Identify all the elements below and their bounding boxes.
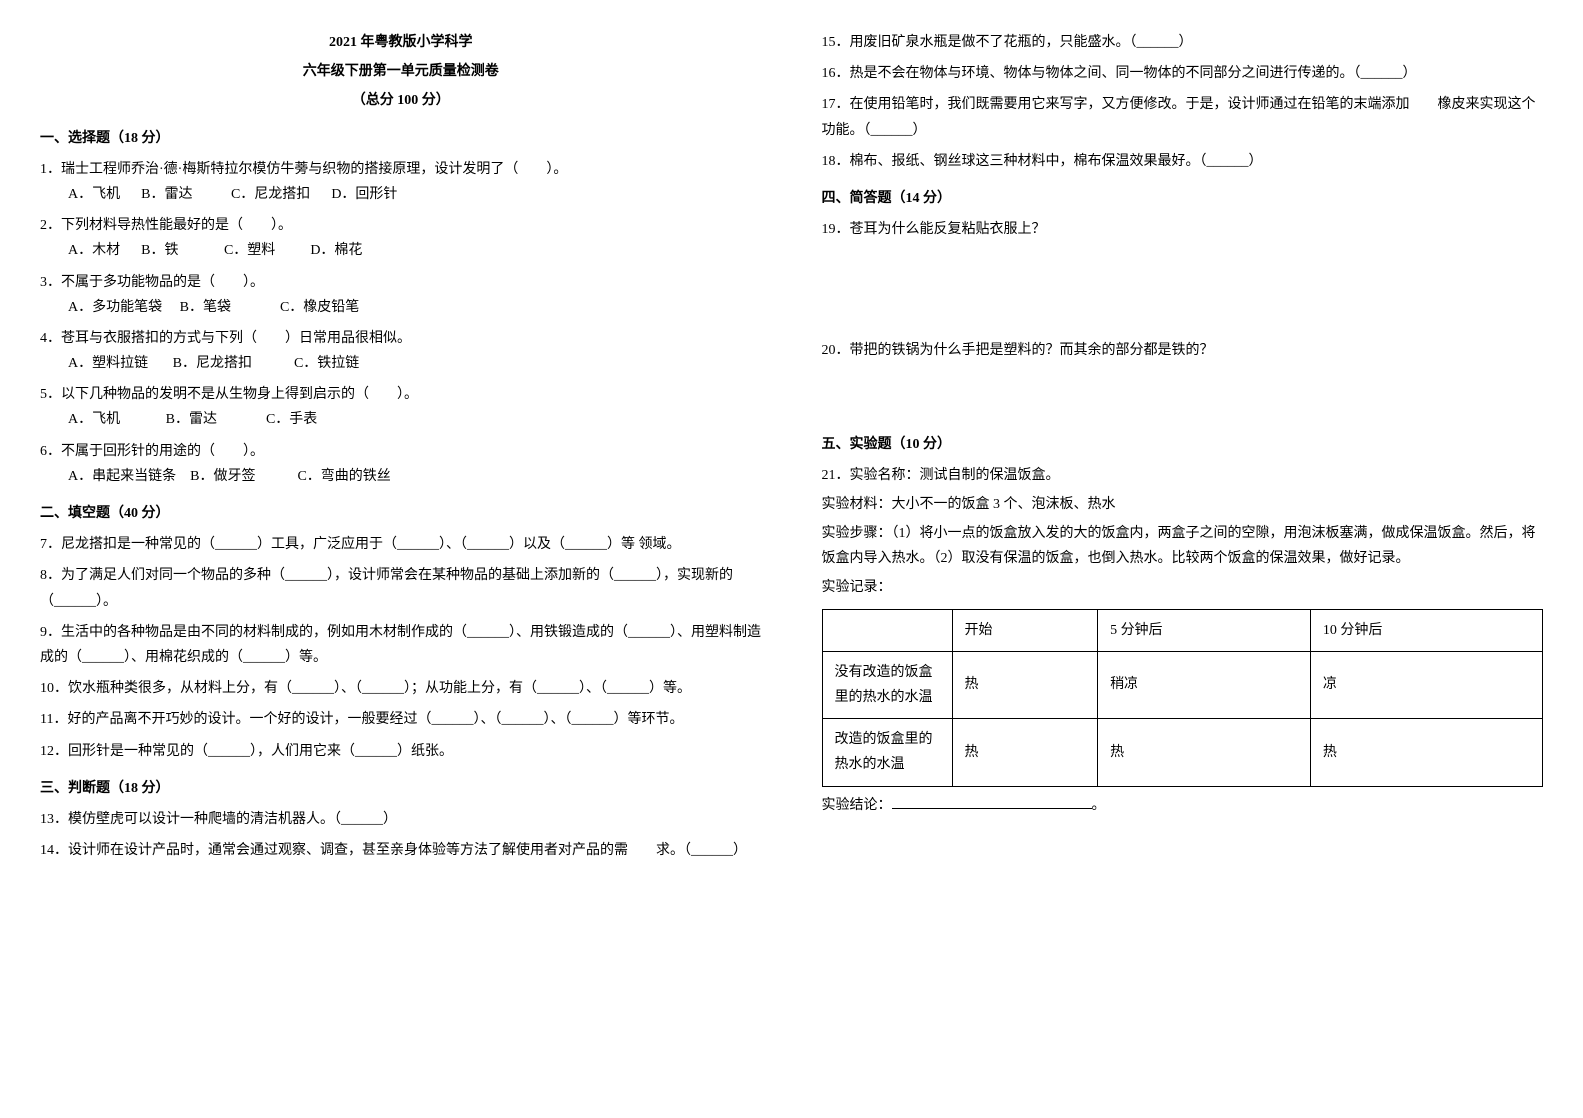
table-row: 改造的饭盒里的热水的水温 热 热 热 <box>822 719 1543 786</box>
question-19: 19．苍耳为什么能反复粘贴衣服上？ <box>822 217 1544 242</box>
td-0-2: 稍凉 <box>1098 651 1311 718</box>
q2-options: A．木材 B．铁 C．塑料 D．棉花 <box>68 238 762 263</box>
doc-title-1: 2021 年粤教版小学科学 <box>40 30 762 55</box>
exp-record-label: 实验记录： <box>822 575 1544 600</box>
doc-title-2: 六年级下册第一单元质量检测卷 <box>40 59 762 84</box>
q6-options: A．串起来当链条 B．做牙签 C．弯曲的铁丝 <box>68 464 762 489</box>
q6-optB: B．做牙签 <box>190 469 255 484</box>
question-9: 9．生活中的各种物品是由不同的材料制成的，例如用木材制作成的（______）、用… <box>40 620 762 670</box>
q1-optA: A．飞机 <box>68 187 120 202</box>
q2-optA: A．木材 <box>68 243 120 258</box>
q4-optB: B．尼龙搭扣 <box>173 356 252 371</box>
td-0-1: 热 <box>952 651 1098 718</box>
q21-title: 21．实验名称：测试自制的保温饭盒。 <box>822 463 1544 488</box>
q1-optD: D．回形针 <box>331 187 397 202</box>
q2-text: 2．下列材料导热性能最好的是（ ）。 <box>40 213 762 238</box>
q3-options: A．多功能笔袋 B．笔袋 C．橡皮铅笔 <box>68 295 762 320</box>
td-1-3: 热 <box>1310 719 1542 786</box>
q2-optB: B．铁 <box>141 243 178 258</box>
question-18: 18．棉布、报纸、钢丝球这三种材料中，棉布保温效果最好。（______） <box>822 149 1544 174</box>
left-column: 2021 年粤教版小学科学 六年级下册第一单元质量检测卷 （总分 100 分） … <box>40 30 762 869</box>
experiment-table: 开始 5 分钟后 10 分钟后 没有改造的饭盒里的热水的水温 热 稍凉 凉 改造… <box>822 609 1544 787</box>
question-13: 13．模仿壁虎可以设计一种爬墙的清洁机器人。（______） <box>40 807 762 832</box>
question-2: 2．下列材料导热性能最好的是（ ）。 A．木材 B．铁 C．塑料 D．棉花 <box>40 213 762 263</box>
th-3: 10 分钟后 <box>1310 609 1542 651</box>
exp-steps: 实验步骤：（1）将小一点的饭盒放入发的大的饭盒内，两盒子之间的空隙，用泡沫板塞满… <box>822 521 1544 571</box>
section4-title: 四、简答题（14 分） <box>822 186 1544 211</box>
td-0-3: 凉 <box>1310 651 1542 718</box>
q6-optA: A．串起来当链条 <box>68 469 176 484</box>
question-10: 10．饮水瓶种类很多，从材料上分，有（______）、（______）；从功能上… <box>40 676 762 701</box>
question-6: 6．不属于回形针的用途的（ ）。 A．串起来当链条 B．做牙签 C．弯曲的铁丝 <box>40 439 762 489</box>
q1-optB: B．雷达 <box>141 187 192 202</box>
question-17: 17．在使用铅笔时，我们既需要用它来写字，又方便修改。于是，设计师通过在铅笔的末… <box>822 92 1544 142</box>
q2-optC: C．塑料 <box>224 243 275 258</box>
q5-text: 5．以下几种物品的发明不是从生物身上得到启示的（ ）。 <box>40 382 762 407</box>
q4-text: 4．苍耳与衣服搭扣的方式与下列（ ）日常用品很相似。 <box>40 326 762 351</box>
td-1-1: 热 <box>952 719 1098 786</box>
conclusion-end: 。 <box>1092 798 1106 813</box>
q4-options: A．塑料拉链 B．尼龙搭扣 C．铁拉链 <box>68 351 762 376</box>
q6-text: 6．不属于回形针的用途的（ ）。 <box>40 439 762 464</box>
answer-space-20 <box>822 370 1544 420</box>
conclusion-blank <box>892 808 1092 809</box>
exp-materials: 实验材料：大小不一的饭盒 3 个、泡沫板、热水 <box>822 492 1544 517</box>
q6-optC: C．弯曲的铁丝 <box>297 469 390 484</box>
section1-title: 一、选择题（18 分） <box>40 126 762 151</box>
question-14: 14．设计师在设计产品时，通常会通过观察、调查，甚至亲身体验等方法了解使用者对产… <box>40 838 762 863</box>
question-5: 5．以下几种物品的发明不是从生物身上得到启示的（ ）。 A．飞机 B．雷达 C．… <box>40 382 762 432</box>
td-1-2: 热 <box>1098 719 1311 786</box>
question-11: 11．好的产品离不开巧妙的设计。一个好的设计，一般要经过（______）、（__… <box>40 707 762 732</box>
right-column: 15．用废旧矿泉水瓶是做不了花瓶的，只能盛水。（______） 16．热是不会在… <box>822 30 1544 869</box>
q5-optC: C．手表 <box>266 412 317 427</box>
q3-optC: C．橡皮铅笔 <box>280 300 359 315</box>
question-7: 7．尼龙搭扣是一种常见的（______）工具，广泛应用于（______）、（__… <box>40 532 762 557</box>
exp-conclusion: 实验结论： 。 <box>822 793 1544 818</box>
question-3: 3．不属于多功能物品的是（ ）。 A．多功能笔袋 B．笔袋 C．橡皮铅笔 <box>40 270 762 320</box>
table-header-row: 开始 5 分钟后 10 分钟后 <box>822 609 1543 651</box>
td-1-0: 改造的饭盒里的热水的水温 <box>822 719 952 786</box>
question-15: 15．用废旧矿泉水瓶是做不了花瓶的，只能盛水。（______） <box>822 30 1544 55</box>
q2-optD: D．棉花 <box>310 243 362 258</box>
answer-space-19 <box>822 248 1544 338</box>
section5-title: 五、实验题（10 分） <box>822 432 1544 457</box>
q1-options: A．飞机 B．雷达 C．尼龙搭扣 D．回形针 <box>68 182 762 207</box>
question-8: 8．为了满足人们对同一个物品的多种（______），设计师常会在某种物品的基础上… <box>40 563 762 613</box>
q4-optA: A．塑料拉链 <box>68 356 148 371</box>
th-1: 开始 <box>952 609 1098 651</box>
question-20: 20．带把的铁锅为什么手把是塑料的？而其余的部分都是铁的？ <box>822 338 1544 363</box>
q1-optC: C．尼龙搭扣 <box>231 187 310 202</box>
question-12: 12．回形针是一种常见的（______），人们用它来（______）纸张。 <box>40 739 762 764</box>
q4-optC: C．铁拉链 <box>294 356 359 371</box>
table-row: 没有改造的饭盒里的热水的水温 热 稍凉 凉 <box>822 651 1543 718</box>
q3-text: 3．不属于多功能物品的是（ ）。 <box>40 270 762 295</box>
q3-optB: B．笔袋 <box>180 300 231 315</box>
q3-optA: A．多功能笔袋 <box>68 300 162 315</box>
q5-options: A．飞机 B．雷达 C．手表 <box>68 407 762 432</box>
q5-optA: A．飞机 <box>68 412 120 427</box>
th-0 <box>822 609 952 651</box>
td-0-0: 没有改造的饭盒里的热水的水温 <box>822 651 952 718</box>
th-2: 5 分钟后 <box>1098 609 1311 651</box>
question-1: 1．瑞士工程师乔治·德·梅斯特拉尔模仿牛蒡与织物的搭接原理，设计发明了（ ）。 … <box>40 157 762 207</box>
q1-text: 1．瑞士工程师乔治·德·梅斯特拉尔模仿牛蒡与织物的搭接原理，设计发明了（ ）。 <box>40 157 762 182</box>
section3-title: 三、判断题（18 分） <box>40 776 762 801</box>
conclusion-label: 实验结论： <box>822 798 892 813</box>
question-4: 4．苍耳与衣服搭扣的方式与下列（ ）日常用品很相似。 A．塑料拉链 B．尼龙搭扣… <box>40 326 762 376</box>
question-16: 16．热是不会在物体与环境、物体与物体之间、同一物体的不同部分之间进行传递的。（… <box>822 61 1544 86</box>
doc-title-3: （总分 100 分） <box>40 88 762 113</box>
section2-title: 二、填空题（40 分） <box>40 501 762 526</box>
q5-optB: B．雷达 <box>166 412 217 427</box>
